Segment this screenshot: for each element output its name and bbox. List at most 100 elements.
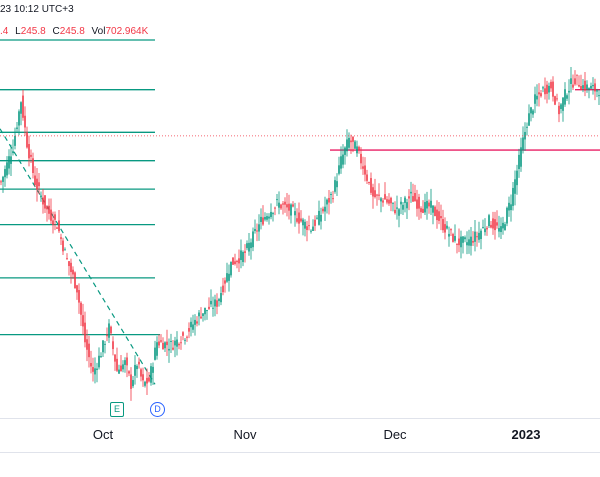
candle-body <box>540 93 542 97</box>
candle-body <box>138 361 140 365</box>
candle-body <box>276 199 278 201</box>
dashed-trendline <box>0 128 156 385</box>
candle-body <box>198 312 200 317</box>
candle-body <box>508 202 510 211</box>
candle-body <box>206 310 208 312</box>
candle-body <box>580 86 582 91</box>
candle-body <box>470 236 472 246</box>
candle-body <box>434 206 436 217</box>
candle-body <box>244 251 246 253</box>
candle-body <box>406 202 408 209</box>
candle-body <box>70 262 72 273</box>
candle-body <box>360 153 362 164</box>
candle-body <box>546 84 548 94</box>
candle-body <box>562 97 564 111</box>
candle-body <box>442 219 444 231</box>
candle-body <box>280 204 282 209</box>
candle-body <box>472 240 474 243</box>
candle-body <box>160 340 162 342</box>
candle-body <box>294 211 296 216</box>
candle-body <box>220 293 222 303</box>
candle-body <box>58 220 60 232</box>
candle-body <box>396 207 398 209</box>
candle-body <box>464 237 466 240</box>
candle-body <box>412 196 414 202</box>
candle-body <box>222 285 224 293</box>
candle-body <box>82 315 84 327</box>
chart-legend-datetime: 23 10:12 UTC+3 <box>0 4 74 15</box>
candle-body <box>180 342 182 344</box>
candle-body <box>230 261 232 276</box>
candle-body <box>34 175 36 185</box>
candle-body <box>376 194 378 196</box>
candle-body <box>392 202 394 204</box>
candle-body <box>192 324 194 330</box>
candle-body <box>394 209 396 214</box>
candle-body <box>30 154 32 157</box>
candle-body <box>474 231 476 242</box>
candle-body <box>350 140 352 143</box>
candle-body <box>538 92 540 95</box>
candle-body <box>232 257 234 265</box>
candle-body <box>50 209 52 221</box>
candle-body <box>84 322 86 343</box>
candle-body <box>388 199 390 204</box>
candle-body <box>234 261 236 265</box>
candle-body <box>320 214 322 222</box>
candle-body <box>302 219 304 226</box>
candle-body <box>410 191 412 194</box>
candle-body <box>150 366 152 383</box>
candle-body <box>422 208 424 213</box>
earnings-marker[interactable]: E <box>110 402 124 417</box>
candle-body <box>592 84 594 87</box>
candle-body <box>148 377 150 382</box>
candle-body <box>596 90 598 92</box>
candle-body <box>494 219 496 231</box>
candle-body <box>292 204 294 207</box>
low-value: 245.8 <box>20 26 46 37</box>
x-tick-label: Dec <box>383 427 407 442</box>
candle-body <box>498 228 500 232</box>
candle-body <box>382 200 384 203</box>
candle-body <box>448 233 450 237</box>
candle-body <box>8 156 10 169</box>
candle-body <box>430 200 432 208</box>
candle-body <box>78 290 80 303</box>
candle-body <box>168 348 170 351</box>
candle-body <box>68 261 70 267</box>
dividend-marker[interactable]: D <box>150 402 165 417</box>
candle-body <box>188 328 190 332</box>
candle-body <box>348 137 350 148</box>
candle-body <box>172 347 174 350</box>
candle-body <box>26 132 28 148</box>
candle-body <box>20 102 22 114</box>
candle-body <box>76 285 78 293</box>
candle-body <box>362 166 364 169</box>
candle-body <box>484 228 486 233</box>
candle-body <box>488 215 490 227</box>
candle-body <box>322 208 324 212</box>
candle-body <box>114 354 116 362</box>
candle-body <box>174 340 176 346</box>
candle-body <box>204 307 206 315</box>
candle-body <box>246 243 248 249</box>
candle-body <box>522 137 524 151</box>
candle-body <box>426 200 428 209</box>
candle-body <box>398 209 400 216</box>
candle-body <box>236 260 238 263</box>
candle-body <box>44 195 46 209</box>
candle-body <box>118 369 120 374</box>
candle-body <box>416 199 418 209</box>
candle-body <box>92 367 94 372</box>
candle-body <box>86 339 88 350</box>
candle-body <box>486 227 488 230</box>
candle-body <box>272 213 274 215</box>
candle-body <box>210 300 212 305</box>
candle-body <box>64 249 66 251</box>
candle-body <box>152 366 154 373</box>
candle-body <box>278 202 280 208</box>
candle-body <box>90 363 92 367</box>
candle-body <box>132 380 134 387</box>
candle-body <box>184 339 186 341</box>
